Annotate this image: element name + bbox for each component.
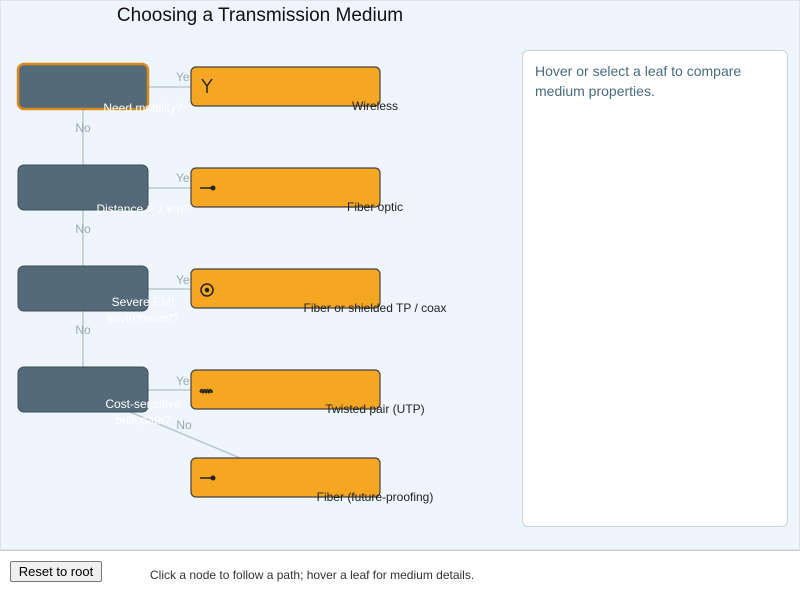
panel-text: Hover or select a leaf to compare medium…: [535, 63, 742, 99]
icon-twisted: [199, 388, 213, 395]
leaf-label: Twisted pair (UTP): [325, 402, 424, 416]
icon-fiber: [210, 185, 216, 191]
leaf-node[interactable]: [190, 268, 381, 309]
footer: Reset to root Click a node to follow a p…: [0, 550, 800, 603]
leaf-node[interactable]: [190, 66, 381, 107]
leaf-label: Fiber or shielded TP / coax: [304, 301, 447, 315]
icon-coax: [204, 287, 210, 293]
edges: [82, 86, 241, 459]
decision-tree: Choosing a Transmission Medium Yes Yes Y…: [16, 5, 447, 504]
decision-label: Severe EMI: [112, 295, 175, 309]
decision-label: environment?: [107, 311, 180, 325]
edge: [129, 411, 241, 459]
title: Choosing a Transmission Medium: [117, 5, 403, 26]
leaf-label: Wireless: [352, 99, 398, 113]
icon-fiber: [210, 475, 216, 481]
details-panel: Hover or select a leaf to compare medium…: [522, 50, 788, 527]
icon-wireless: [201, 78, 213, 93]
leaf-node[interactable]: [190, 369, 381, 410]
edge-label: No: [75, 121, 91, 135]
decision-node[interactable]: [16, 62, 150, 111]
leaf-node[interactable]: [190, 167, 381, 208]
edge-label: No: [75, 323, 91, 337]
hint: Click a node to follow a path; hover a l…: [150, 568, 475, 582]
leaf-label: Fiber optic: [347, 200, 403, 214]
icon-coax: [200, 283, 214, 297]
decision-label: Need mobility?: [103, 101, 183, 115]
leaf-label: Fiber (future-proofing): [317, 490, 434, 504]
decision-label: bulk path?: [115, 413, 171, 427]
decision-label: Cost-sensitive: [105, 397, 181, 411]
edge-label: No: [75, 222, 91, 236]
decision-label: Distance > 1 km?: [96, 202, 189, 216]
decision-node[interactable]: [17, 164, 149, 211]
edge-label: No: [176, 418, 192, 432]
decision-node[interactable]: [17, 265, 149, 312]
leaf-node[interactable]: [190, 457, 381, 498]
decision-node[interactable]: [17, 366, 149, 413]
reset-button[interactable]: Reset to root: [10, 561, 102, 582]
